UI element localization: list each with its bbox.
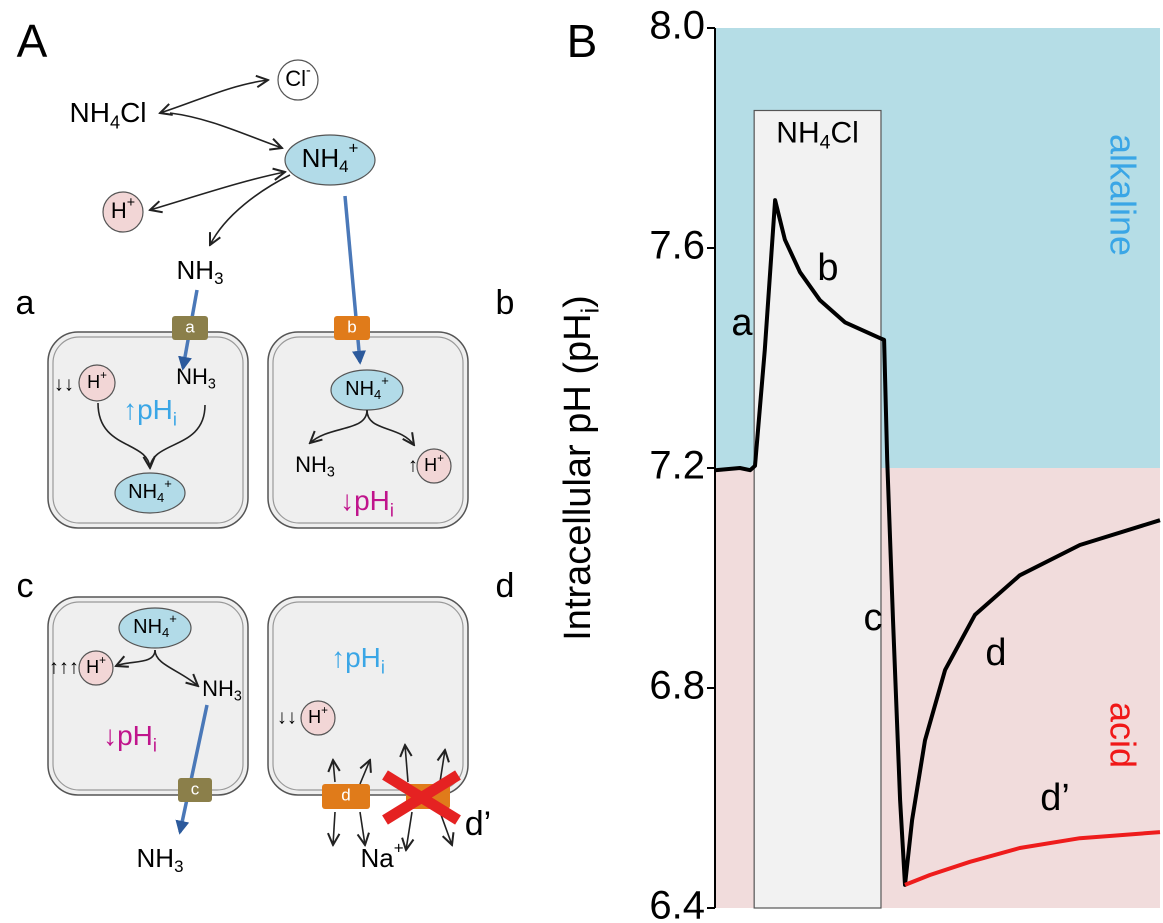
label-part: 3 <box>327 464 335 480</box>
annotation: a <box>731 302 753 344</box>
label-part: + <box>164 476 172 491</box>
label-part: NH <box>176 364 208 389</box>
label: c <box>191 779 200 798</box>
label-part: NH <box>302 143 340 173</box>
label: a <box>16 284 35 322</box>
label-part: NH <box>202 676 234 701</box>
label-part: + <box>99 654 106 667</box>
arrow <box>333 812 335 845</box>
label-part: ↑pH <box>331 642 381 673</box>
label: d <box>341 785 350 804</box>
label: ↑pHi <box>331 642 385 677</box>
label-part: NH <box>776 116 819 149</box>
label-part: H <box>86 657 99 677</box>
y-tick-label: 6.4 <box>649 884 705 923</box>
label: ↓↓ <box>54 373 74 395</box>
label: Na+ <box>360 839 403 873</box>
label-part: i <box>173 409 177 429</box>
label-part: i <box>390 500 394 520</box>
label-part: NH <box>177 255 215 285</box>
label-part: ↓pH <box>103 720 153 751</box>
y-tick-label: 7.6 <box>649 224 705 268</box>
label: ↓pHi <box>103 720 157 755</box>
label-part: 4 <box>162 625 169 640</box>
label-part: + <box>100 369 107 382</box>
label-part: - <box>306 63 311 79</box>
label-part: NH <box>128 481 157 503</box>
arrow <box>170 113 282 148</box>
annotation: d <box>985 632 1006 674</box>
label-part: + <box>127 195 135 211</box>
panel-label: B <box>567 15 598 67</box>
label-part: + <box>321 704 328 717</box>
label-part: H <box>87 372 100 392</box>
label-part: H <box>111 198 127 223</box>
label-part: 4 <box>374 387 381 402</box>
label-part: 3 <box>208 376 216 392</box>
label: NH4Cl <box>776 116 859 153</box>
label-part: ↑pH <box>123 394 173 425</box>
label: A <box>17 15 48 67</box>
label-part: Cl <box>120 97 146 128</box>
label-part: NH <box>137 843 175 873</box>
label: ↑pHi <box>123 394 177 429</box>
region-label: acid <box>1102 702 1143 768</box>
label-part: H <box>308 707 321 727</box>
label: ↓↓ <box>277 706 297 728</box>
label-part: NH <box>345 378 374 400</box>
arrow <box>406 812 412 850</box>
label-part: ) <box>557 295 599 308</box>
label: b <box>347 317 356 336</box>
label: NH4Cl <box>69 97 146 132</box>
label-part: 3 <box>234 688 242 704</box>
label-part: NH <box>69 97 109 128</box>
label-part: 4 <box>339 157 348 176</box>
label-part: 4 <box>110 112 120 132</box>
annotation: d’ <box>1040 777 1070 819</box>
label: NH3 <box>177 255 224 288</box>
label-part: NH <box>133 616 162 638</box>
label-part: + <box>381 373 389 388</box>
region-label: alkaline <box>1102 134 1143 256</box>
label: NH3 <box>137 843 184 876</box>
label-part: + <box>437 452 444 465</box>
label-part: ↓pH <box>340 485 390 516</box>
panel-b: NH4Cl alkaline acid 6.4 6.8 7.2 7.6 8.0 Intracel… <box>557 4 1160 923</box>
label: ↑↑↑ <box>49 656 79 678</box>
label: d’ <box>465 805 491 843</box>
label-part: 4 <box>820 132 831 154</box>
label-part: 3 <box>214 269 223 288</box>
label: d <box>496 567 515 605</box>
label-part: + <box>394 839 404 858</box>
arrow <box>360 812 365 845</box>
y-tick-label: 8.0 <box>649 4 705 48</box>
annotation: c <box>864 597 883 639</box>
label: Intracellular pH (pHi) <box>557 295 604 641</box>
label-part: Cl <box>285 66 306 91</box>
y-tick-label: 7.2 <box>649 444 705 488</box>
label: c <box>17 567 34 605</box>
arrow <box>160 80 268 113</box>
arrow <box>210 175 290 245</box>
label-part: NH <box>295 452 327 477</box>
figure: NH4Clalkalineacid6.46.87.27.68.0Intracel… <box>0 0 1163 923</box>
label-part: + <box>169 611 177 626</box>
label-part: Na <box>360 843 394 873</box>
label-part: Cl <box>831 116 859 149</box>
annotation: b <box>817 247 838 289</box>
label: ↓pHi <box>340 485 394 520</box>
label: b <box>496 284 515 322</box>
label-part: H <box>424 455 437 475</box>
y-tick-label: 6.8 <box>649 664 705 708</box>
label-part: i <box>381 657 385 677</box>
arrow <box>150 172 285 210</box>
label-part: 3 <box>174 857 183 876</box>
label-part: 4 <box>157 490 164 505</box>
label-part: Intracellular pH (pH <box>557 313 599 640</box>
label: ↑ <box>408 454 418 476</box>
label: a <box>185 317 195 336</box>
label-part: i <box>153 735 157 755</box>
label-part: + <box>349 139 359 158</box>
